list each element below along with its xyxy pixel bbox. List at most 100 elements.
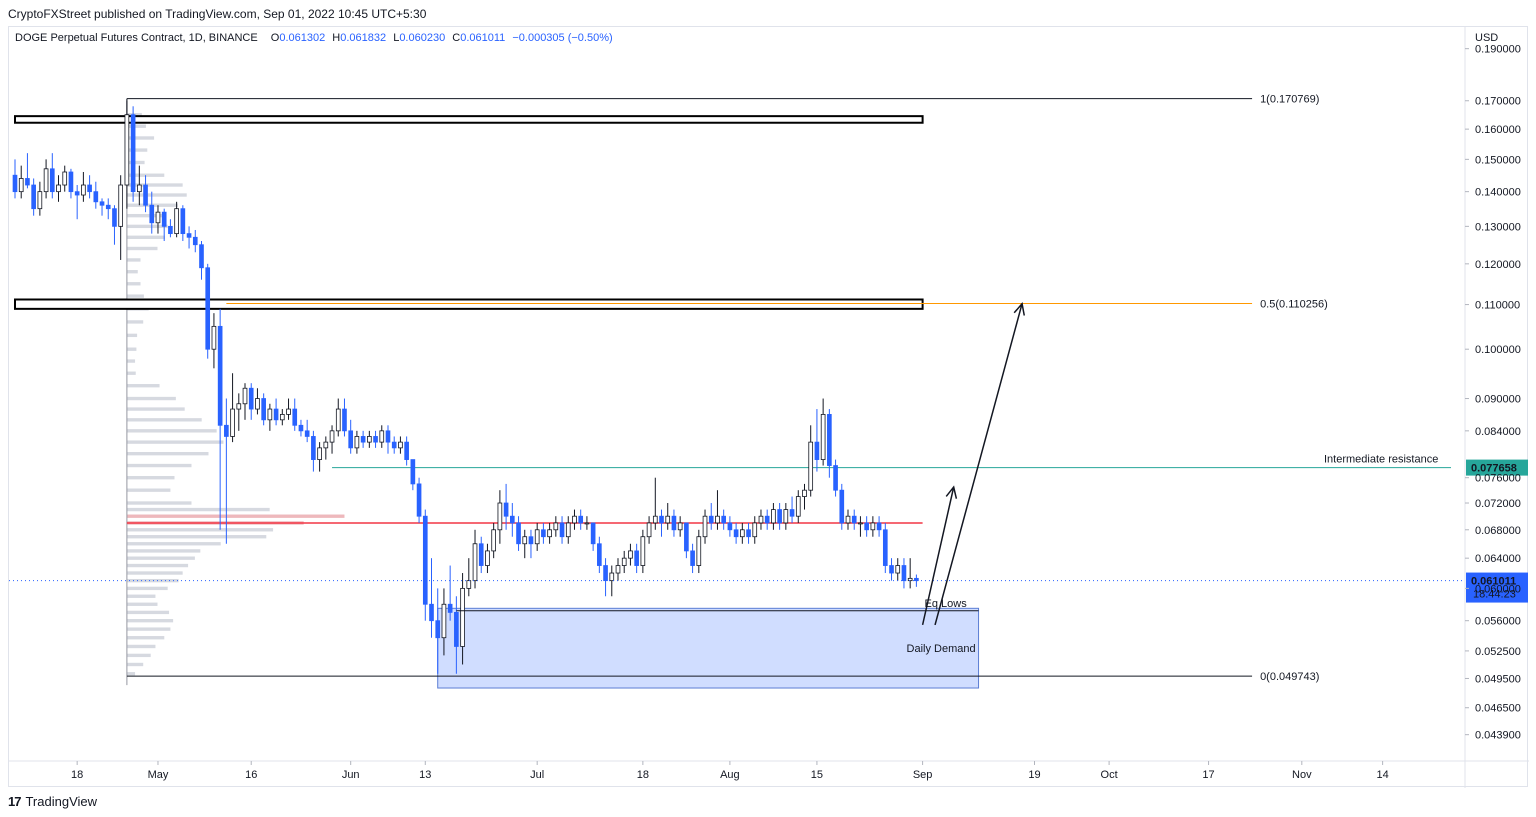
candle[interactable] [404, 441, 409, 460]
candle[interactable] [615, 565, 621, 574]
candle[interactable] [255, 398, 260, 410]
candle[interactable] [199, 244, 204, 269]
candle[interactable] [876, 522, 882, 531]
candle[interactable] [93, 191, 99, 203]
candle[interactable] [348, 430, 354, 449]
candle[interactable] [696, 536, 702, 566]
tradingview-logo[interactable]: 17 TradingView [8, 794, 97, 809]
candle[interactable] [466, 580, 472, 589]
candle[interactable] [286, 408, 291, 415]
candle[interactable] [578, 515, 584, 524]
candle[interactable] [491, 529, 496, 552]
candle[interactable] [279, 414, 285, 421]
candle[interactable] [864, 522, 869, 531]
candle[interactable] [659, 515, 664, 524]
candle[interactable] [547, 529, 552, 538]
candle[interactable] [516, 522, 521, 545]
candle[interactable] [472, 543, 478, 582]
candle[interactable] [342, 408, 347, 432]
candle[interactable] [559, 522, 565, 538]
candle[interactable] [597, 543, 602, 566]
candle[interactable] [149, 204, 155, 224]
candle[interactable] [242, 387, 248, 405]
candle[interactable] [708, 515, 714, 524]
candle[interactable] [180, 208, 186, 235]
candle[interactable] [304, 430, 310, 437]
candle[interactable] [267, 408, 273, 421]
candle[interactable] [690, 550, 695, 566]
candle[interactable] [795, 496, 801, 517]
candle[interactable] [429, 603, 434, 622]
candle[interactable] [882, 529, 888, 566]
candle[interactable] [435, 620, 441, 639]
candle[interactable] [441, 603, 447, 639]
candle[interactable] [292, 408, 298, 426]
candle[interactable] [360, 436, 366, 443]
candle[interactable] [739, 529, 745, 538]
candle[interactable] [590, 522, 596, 545]
candle[interactable] [49, 168, 55, 193]
candle[interactable] [808, 441, 814, 491]
candle[interactable] [503, 502, 509, 517]
candle[interactable] [733, 529, 739, 538]
price-chart[interactable]: Daily Demand 1(0.170769) 0.5(0.110256) 0(0… [9, 27, 1529, 788]
candle[interactable] [311, 436, 316, 460]
candle[interactable] [230, 408, 235, 437]
candle[interactable] [584, 522, 590, 525]
candle[interactable] [907, 577, 913, 582]
candle[interactable] [211, 325, 217, 350]
candle[interactable] [273, 408, 279, 421]
supply-zone-top[interactable] [14, 115, 924, 124]
candle[interactable] [174, 208, 179, 235]
candle[interactable] [702, 515, 708, 538]
candle[interactable] [68, 171, 74, 193]
candle[interactable] [827, 414, 832, 466]
candle[interactable] [12, 174, 18, 193]
candle[interactable] [168, 225, 173, 235]
candle[interactable] [18, 178, 24, 193]
candle[interactable] [261, 398, 266, 421]
candle[interactable] [379, 430, 385, 443]
candle[interactable] [534, 529, 540, 545]
candle[interactable] [155, 211, 161, 224]
candle[interactable] [56, 184, 61, 193]
candle[interactable] [764, 515, 770, 524]
candle[interactable] [454, 612, 459, 647]
candle[interactable] [217, 325, 223, 426]
candle[interactable] [447, 603, 453, 613]
candle[interactable] [248, 387, 254, 410]
candle[interactable] [895, 565, 901, 574]
candle[interactable] [416, 483, 422, 517]
candle[interactable] [541, 529, 546, 538]
supply-zone-mid[interactable] [14, 298, 924, 310]
candle[interactable] [640, 536, 646, 566]
candle[interactable] [802, 489, 807, 497]
candle[interactable] [410, 459, 416, 485]
candle[interactable] [329, 430, 335, 443]
candle[interactable] [677, 522, 683, 531]
candle[interactable] [851, 515, 857, 524]
candle[interactable] [814, 441, 820, 460]
candle[interactable] [124, 114, 130, 186]
candle[interactable] [901, 565, 907, 582]
candle[interactable] [789, 509, 795, 517]
candle[interactable] [298, 424, 304, 432]
candle[interactable] [422, 515, 428, 605]
candle[interactable] [391, 441, 397, 449]
projection-arrow-line[interactable] [921, 486, 955, 626]
candle[interactable] [839, 489, 845, 524]
candle[interactable] [236, 403, 242, 410]
candle[interactable] [628, 550, 633, 559]
candle[interactable] [143, 184, 148, 206]
candle[interactable] [715, 515, 720, 524]
candle[interactable] [646, 522, 652, 538]
candle[interactable] [224, 424, 229, 437]
candle[interactable] [205, 267, 211, 350]
candle[interactable] [186, 233, 192, 238]
candle[interactable] [820, 414, 826, 460]
candle[interactable] [553, 522, 559, 531]
candle[interactable] [130, 114, 136, 193]
candle[interactable] [621, 557, 627, 566]
candle[interactable] [161, 211, 167, 227]
candle[interactable] [758, 515, 764, 524]
